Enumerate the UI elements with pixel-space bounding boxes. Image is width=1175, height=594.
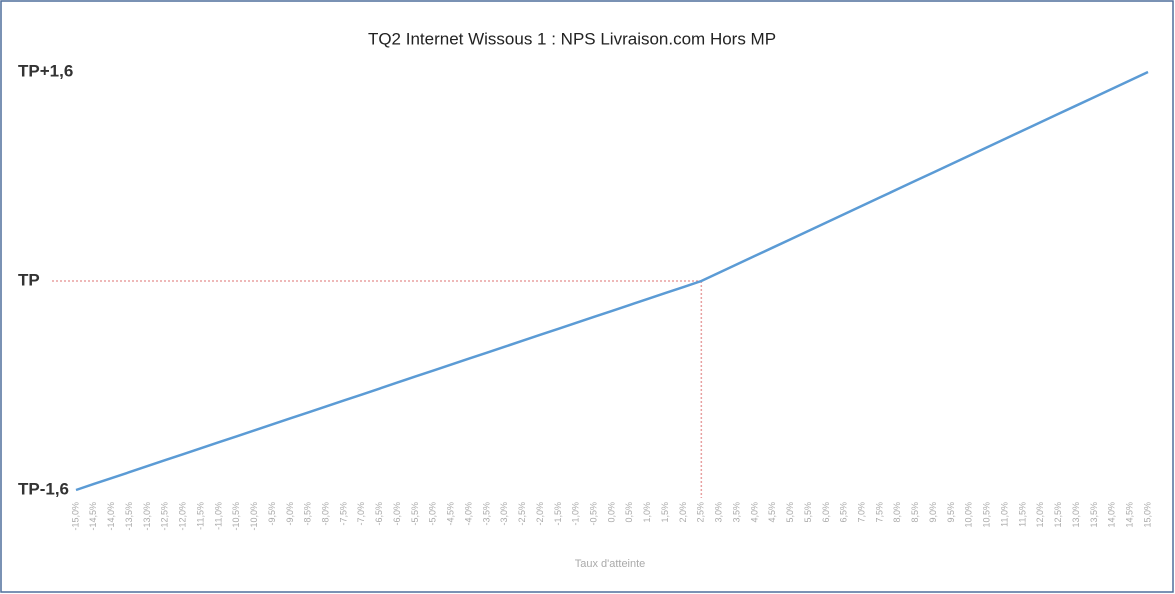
x-tick-label: 12,5% (1053, 502, 1063, 528)
x-tick-label: 4,0% (749, 502, 759, 523)
x-tick-label: -15,0% (70, 502, 80, 531)
x-tick-label: -9,0% (285, 502, 295, 526)
x-tick-label: -6,5% (374, 502, 384, 526)
x-tick-label: 8,0% (892, 502, 902, 523)
x-tick-label: 3,5% (731, 502, 741, 523)
x-tick-label: -14,0% (106, 502, 116, 531)
x-tick-label: -5,0% (428, 502, 438, 526)
chart-title: TQ2 Internet Wissous 1 : NPS Livraison.c… (368, 29, 776, 48)
x-tick-label: 9,0% (928, 502, 938, 523)
x-tick-label: 11,5% (1017, 502, 1027, 527)
x-tick-label: -11,0% (213, 502, 223, 530)
x-tick-label: 12,0% (1035, 502, 1045, 528)
x-tick-label: 3,0% (714, 502, 724, 523)
x-tick-label: -12,5% (160, 502, 170, 531)
x-tick-label: -13,5% (124, 502, 134, 531)
x-tick-label: 4,5% (767, 502, 777, 523)
x-tick-label: 8,5% (910, 502, 920, 523)
x-tick-label: -10,0% (249, 502, 259, 531)
x-tick-label: -4,5% (446, 502, 456, 526)
x-tick-label: -0,5% (589, 502, 599, 526)
x-tick-label: 2,5% (696, 502, 706, 523)
x-tick-label: 2,0% (678, 502, 688, 523)
x-tick-label: 0,0% (606, 502, 616, 523)
x-tick-label: 7,0% (857, 502, 867, 523)
x-tick-label: 10,5% (982, 502, 992, 528)
y-tick-label: TP+1,6 (18, 61, 73, 80)
x-tick-label: -10,5% (231, 502, 241, 531)
x-tick-label: -8,0% (321, 502, 331, 526)
x-tick-label: 13,0% (1071, 502, 1081, 528)
y-tick-label: TP (18, 270, 40, 289)
x-tick-label: -2,0% (535, 502, 545, 526)
x-tick-label: -12,0% (178, 502, 188, 531)
x-tick-label: 9,5% (946, 502, 956, 523)
x-tick-label: -1,5% (553, 502, 563, 526)
x-tick-label: -4,0% (463, 502, 473, 526)
x-tick-label: -8,5% (303, 502, 313, 526)
x-tick-label: -1,0% (571, 502, 581, 526)
x-tick-label: -2,5% (517, 502, 527, 526)
x-tick-label: -13,0% (142, 502, 152, 531)
x-tick-label: -7,5% (338, 502, 348, 526)
y-tick-label: TP-1,6 (18, 479, 69, 498)
x-tick-label: 7,5% (874, 502, 884, 523)
x-tick-label: -14,5% (88, 502, 98, 531)
x-axis-label: Taux d'atteinte (575, 558, 646, 570)
x-tick-label: 0,5% (624, 502, 634, 523)
x-tick-label: 15,0% (1142, 502, 1152, 528)
x-tick-label: -5,5% (410, 502, 420, 526)
x-tick-label: 1,5% (660, 502, 670, 523)
x-tick-label: -11,5% (195, 502, 205, 530)
x-tick-label: 6,0% (821, 502, 831, 523)
x-tick-label: 5,0% (785, 502, 795, 523)
x-tick-label: 13,5% (1089, 502, 1099, 528)
x-tick-label: 14,0% (1107, 502, 1117, 528)
x-tick-label: -3,0% (499, 502, 509, 526)
x-tick-label: -7,0% (356, 502, 366, 526)
x-tick-label: 1,0% (642, 502, 652, 523)
data-line (75, 70, 1149, 492)
x-tick-label: -6,0% (392, 502, 402, 526)
x-tick-label: 14,5% (1125, 502, 1135, 528)
x-tick-label: 11,0% (999, 502, 1009, 527)
x-tick-label: -9,5% (267, 502, 277, 526)
x-tick-label: 5,5% (803, 502, 813, 523)
x-tick-label: 6,5% (839, 502, 849, 523)
x-tick-label: 10,0% (964, 502, 974, 528)
x-tick-label: -3,5% (481, 502, 491, 526)
